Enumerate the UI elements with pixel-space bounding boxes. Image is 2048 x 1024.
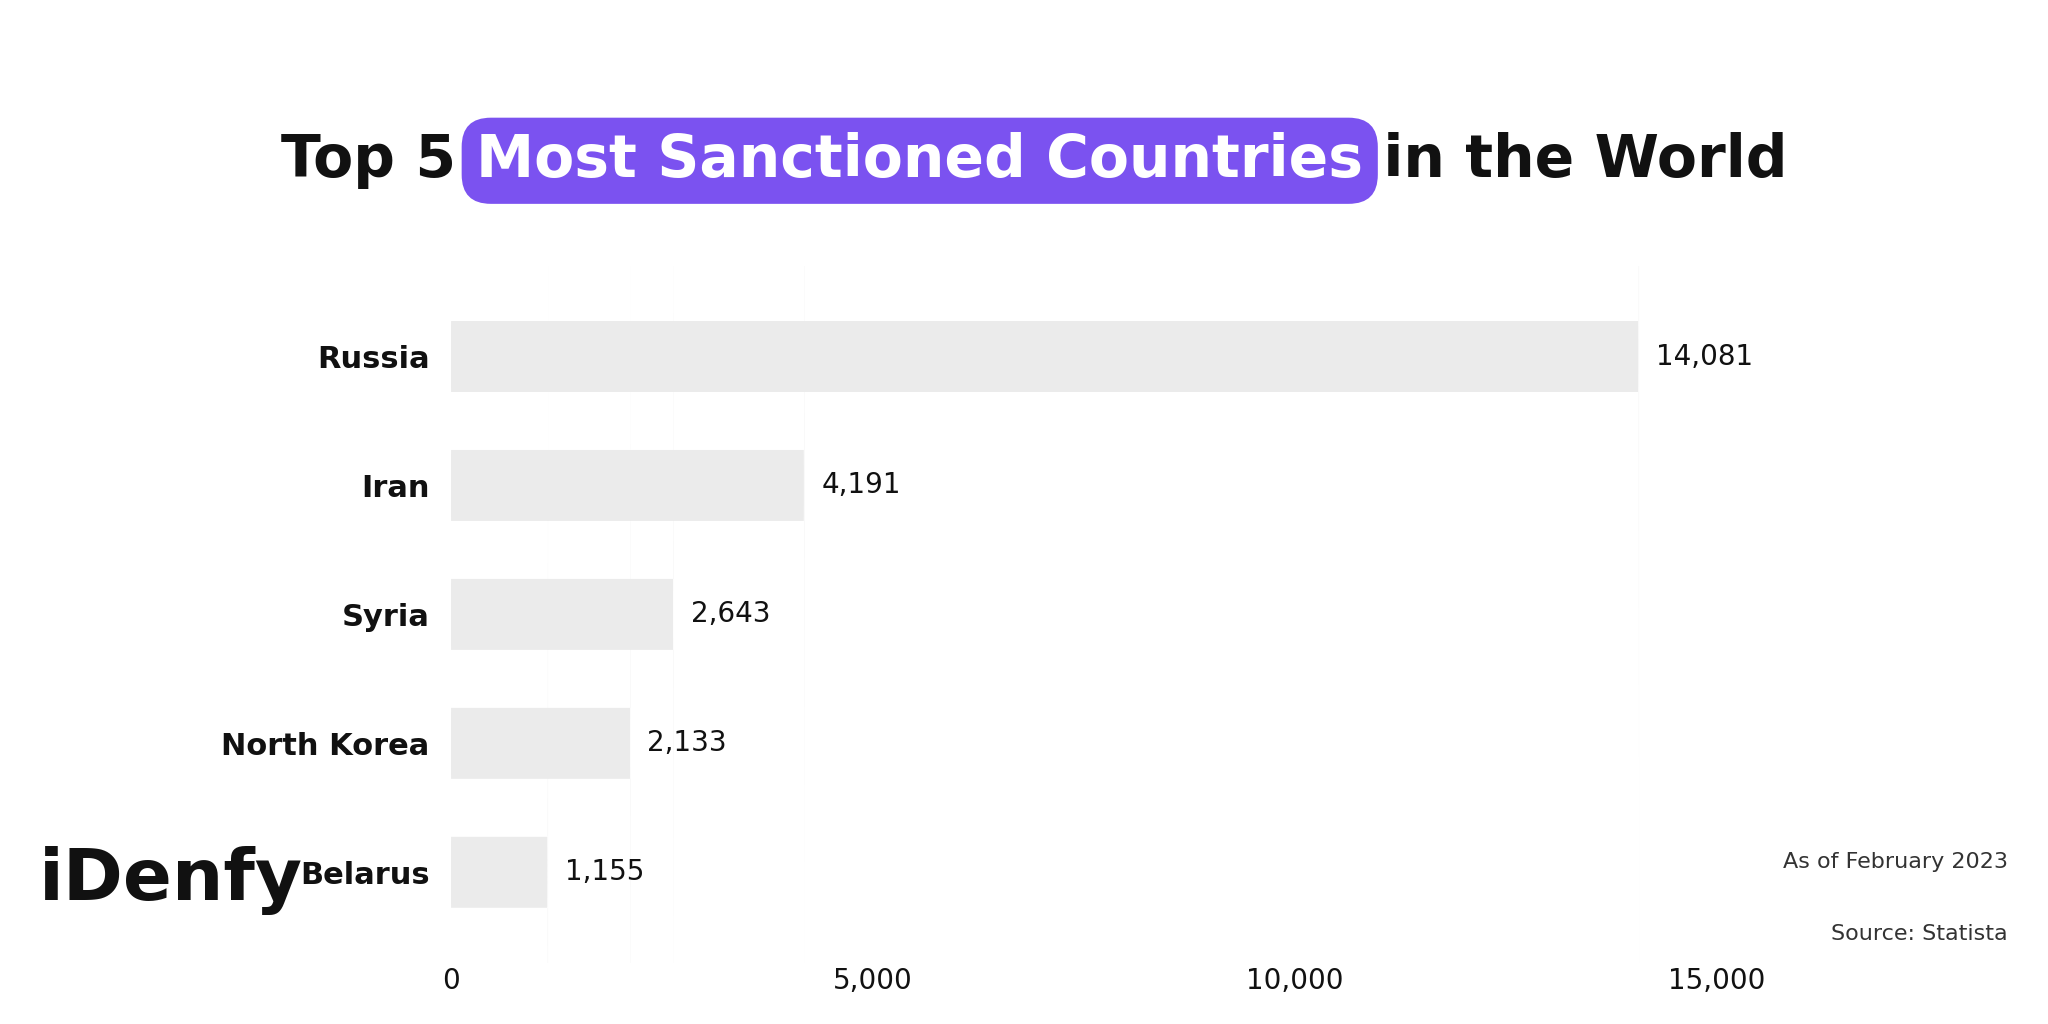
Text: in the World: in the World [1364, 132, 1788, 189]
FancyBboxPatch shape [451, 5, 631, 1024]
Text: Source: Statista: Source: Statista [1831, 924, 2007, 944]
FancyBboxPatch shape [451, 0, 674, 1024]
Text: 14,081: 14,081 [1657, 342, 1753, 371]
Text: 4,191: 4,191 [821, 471, 901, 500]
Text: 2,133: 2,133 [647, 729, 727, 758]
Text: Top 5: Top 5 [281, 132, 477, 189]
Text: 1,155: 1,155 [565, 858, 645, 887]
Text: iDenfy: iDenfy [39, 846, 303, 915]
FancyBboxPatch shape [451, 0, 1638, 1024]
Text: As of February 2023: As of February 2023 [1784, 852, 2007, 872]
Text: Most Sanctioned Countries: Most Sanctioned Countries [477, 132, 1364, 189]
FancyBboxPatch shape [451, 0, 805, 1024]
Text: 2,643: 2,643 [690, 600, 770, 629]
FancyBboxPatch shape [451, 134, 549, 1024]
